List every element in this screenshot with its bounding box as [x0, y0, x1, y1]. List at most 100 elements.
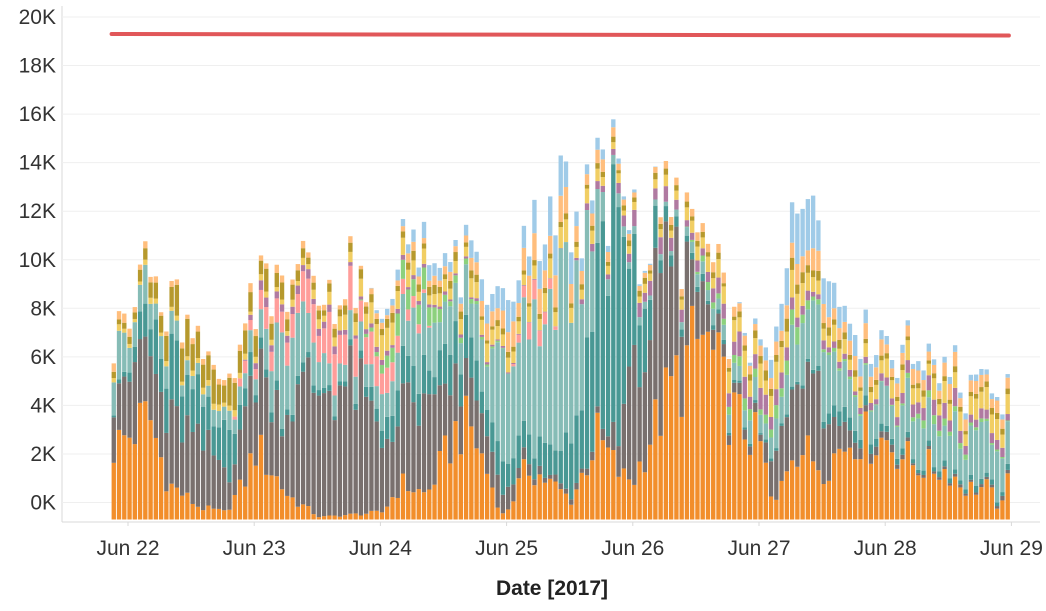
bar-segment: [884, 431, 889, 441]
bar-segment: [874, 384, 879, 400]
bar-segment: [779, 340, 784, 348]
bar-segment: [448, 301, 453, 307]
bar-segment: [337, 334, 343, 364]
bar-segment: [211, 409, 216, 427]
bar-segment: [916, 370, 921, 384]
bar-segment: [122, 435, 127, 520]
bar-segment: [264, 268, 269, 292]
bar-segment: [800, 323, 805, 386]
bar-segment: [458, 297, 463, 304]
bar-segment: [847, 359, 853, 370]
bar-segment: [858, 387, 863, 391]
bar-segment: [385, 318, 390, 328]
bar-segment: [406, 320, 411, 356]
bar-segment: [889, 444, 895, 453]
bar-segment: [374, 356, 379, 387]
bar-segment: [532, 260, 537, 266]
bar-segment: [810, 248, 816, 271]
bar-segment: [889, 368, 895, 377]
bar-segment: [700, 281, 705, 335]
bar-segment: [516, 333, 521, 335]
bar-segment: [516, 280, 521, 304]
bar-segment: [164, 491, 169, 520]
bar-segment: [321, 304, 327, 311]
bar-segment: [910, 459, 916, 464]
bar-segment: [842, 421, 847, 452]
bar-segment: [385, 392, 390, 417]
bar-segment: [269, 351, 274, 372]
bar-segment: [826, 335, 832, 348]
bar-segment: [295, 375, 300, 385]
bar-segment: [227, 429, 232, 483]
bar-segment: [495, 308, 500, 321]
bar-segment: [164, 331, 169, 336]
bar-segment: [968, 374, 974, 381]
bar-segment: [311, 298, 316, 305]
bar-segment: [1000, 414, 1005, 420]
bar-segment: [127, 343, 132, 348]
bar-segment: [900, 454, 905, 460]
bar-segment: [647, 444, 653, 520]
bar-segment: [721, 272, 726, 284]
bar-segment: [700, 248, 705, 256]
bar-segment: [737, 382, 742, 395]
bar-segment: [406, 269, 411, 288]
bar-segment: [584, 468, 590, 476]
bar-segment: [994, 449, 1000, 452]
bar-segment: [795, 381, 800, 385]
bar-segment: [805, 265, 811, 273]
bar-segment: [395, 426, 400, 498]
bar-segment: [185, 314, 190, 319]
bar-segment: [910, 384, 916, 389]
bar-segment: [516, 468, 521, 479]
bar-segment: [574, 415, 579, 483]
bar-segment: [437, 322, 442, 351]
bar-segment: [758, 409, 763, 415]
bar-segment: [863, 309, 868, 324]
bar-segment: [342, 386, 348, 516]
bar-segment: [847, 340, 853, 355]
bar-segment: [637, 317, 642, 326]
bar-segment: [248, 283, 253, 293]
bar-segment: [895, 396, 900, 402]
bar-segment: [726, 371, 732, 394]
bar-segment: [432, 263, 437, 276]
bar-segment: [889, 404, 895, 406]
bar-segment: [248, 453, 253, 520]
bar-segment: [448, 306, 453, 355]
bar-segment: [285, 331, 290, 336]
bar-segment: [395, 352, 400, 391]
bar-segment: [411, 365, 416, 403]
bar-segment: [532, 279, 537, 300]
bar-segment: [542, 244, 548, 271]
bar-segment: [947, 483, 953, 486]
bar-segment: [500, 310, 506, 329]
bar-segment: [158, 358, 164, 392]
bar-segment: [348, 513, 353, 520]
bar-segment: [537, 288, 542, 314]
bar-segment: [916, 475, 921, 520]
bar-segment: [779, 425, 784, 481]
bar-segment: [406, 244, 411, 254]
bar-segment: [1005, 388, 1010, 395]
bar-segment: [590, 331, 595, 452]
bar-segment: [390, 362, 395, 382]
bar-segment: [222, 419, 227, 468]
bar-segment: [416, 276, 421, 285]
bar-segment: [421, 263, 427, 268]
bar-segment: [474, 360, 479, 401]
bar-segment: [837, 361, 842, 369]
y-tick-label: 12K: [19, 200, 56, 223]
bar-segment: [926, 360, 931, 364]
bar-segment: [942, 418, 947, 426]
bar-segment: [332, 337, 337, 347]
bar-segment: [237, 372, 243, 379]
bar-segment: [758, 345, 763, 357]
bar-segment: [821, 421, 826, 429]
bar-segment: [968, 479, 974, 482]
bar-segment: [853, 397, 858, 431]
bar-segment: [1005, 377, 1010, 389]
bar-segment: [952, 372, 958, 388]
bar-segment: [984, 421, 989, 473]
bar-segment: [274, 291, 279, 299]
